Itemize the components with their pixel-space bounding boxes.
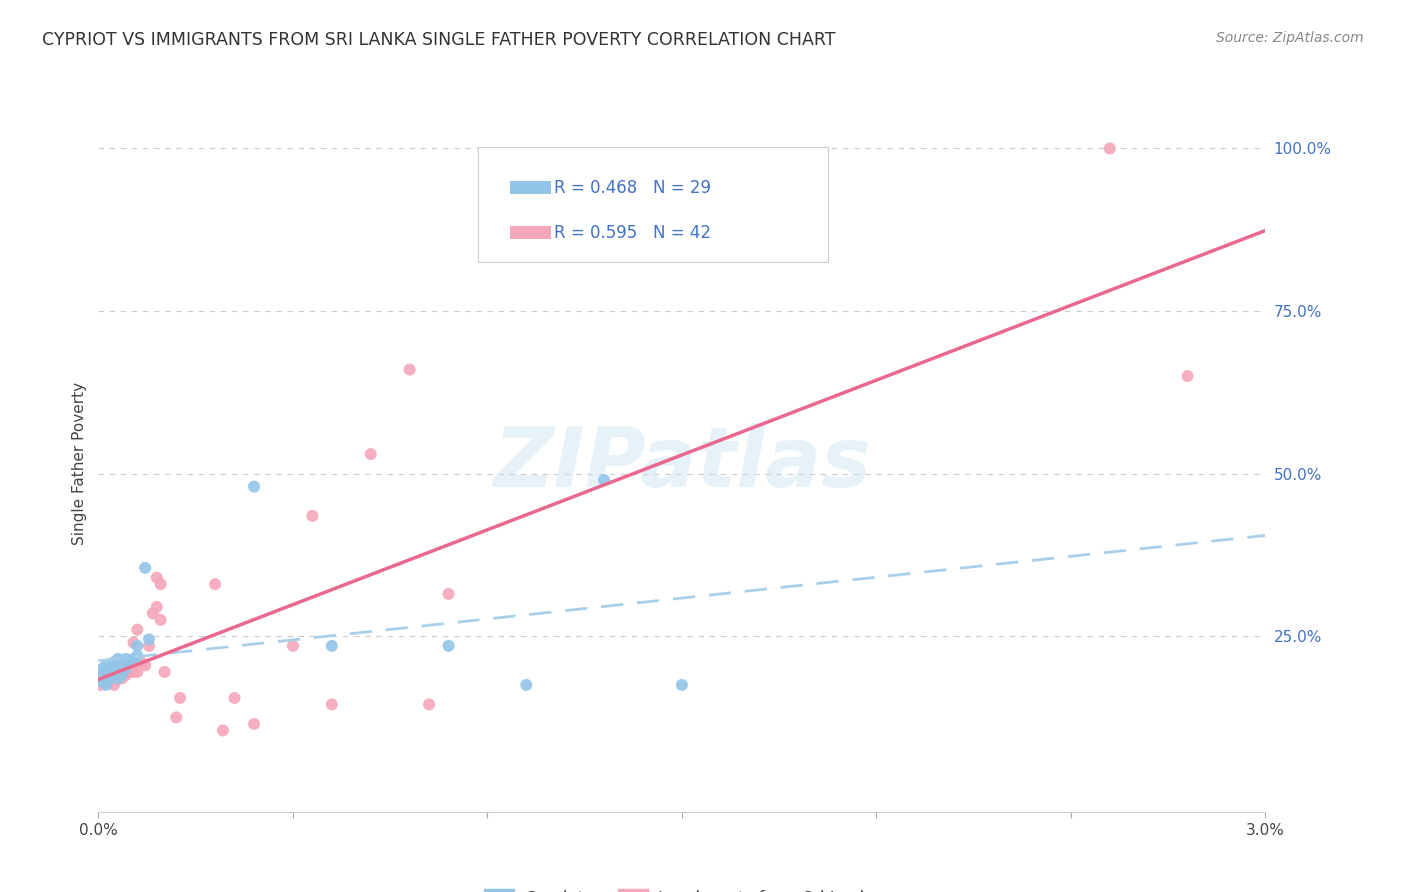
Point <box>142 607 165 621</box>
Point <box>1177 369 1199 384</box>
Text: R = 0.468   N = 29: R = 0.468 N = 29 <box>554 178 710 196</box>
Point <box>418 698 440 712</box>
Point <box>91 672 114 686</box>
Text: Source: ZipAtlas.com: Source: ZipAtlas.com <box>1216 31 1364 45</box>
Point <box>243 480 266 494</box>
Point <box>134 658 156 673</box>
Point <box>91 674 114 689</box>
Point <box>98 672 121 686</box>
Point <box>107 652 129 666</box>
Point <box>281 639 304 653</box>
Point <box>138 632 160 647</box>
Point <box>593 473 616 487</box>
Point <box>204 577 226 591</box>
Text: ZIPatlas: ZIPatlas <box>494 424 870 504</box>
Point <box>111 665 134 679</box>
Point <box>118 655 141 669</box>
Point <box>301 508 323 523</box>
Point <box>165 710 187 724</box>
Point <box>114 668 136 682</box>
Point <box>114 662 136 676</box>
FancyBboxPatch shape <box>478 147 828 262</box>
Point <box>122 635 145 649</box>
Point <box>114 652 136 666</box>
Point <box>118 665 141 679</box>
Point <box>96 658 118 673</box>
Point <box>122 652 145 666</box>
Point <box>146 599 169 614</box>
Point <box>114 658 136 673</box>
Point <box>91 662 114 676</box>
Point <box>437 639 460 653</box>
Point <box>212 723 235 738</box>
Point <box>103 668 125 682</box>
Point <box>96 665 118 679</box>
Legend: Cypriots, Immigrants from Sri Lanka: Cypriots, Immigrants from Sri Lanka <box>478 883 886 892</box>
Point <box>96 668 118 682</box>
Point <box>149 613 172 627</box>
Point <box>111 658 134 673</box>
Point <box>111 668 134 682</box>
Point <box>103 678 125 692</box>
Point <box>127 648 149 663</box>
Point <box>321 639 343 653</box>
Point <box>515 678 537 692</box>
Point <box>103 655 125 669</box>
Point <box>107 672 129 686</box>
Point <box>169 690 191 705</box>
Y-axis label: Single Father Poverty: Single Father Poverty <box>72 383 87 545</box>
Point <box>107 672 129 686</box>
Point <box>138 639 160 653</box>
Point <box>1098 141 1121 155</box>
Point <box>360 447 382 461</box>
Point <box>107 655 129 669</box>
Point <box>149 577 172 591</box>
Text: R = 0.595   N = 42: R = 0.595 N = 42 <box>554 224 710 242</box>
FancyBboxPatch shape <box>510 226 551 239</box>
Point <box>146 571 169 585</box>
Text: CYPRIOT VS IMMIGRANTS FROM SRI LANKA SINGLE FATHER POVERTY CORRELATION CHART: CYPRIOT VS IMMIGRANTS FROM SRI LANKA SIN… <box>42 31 835 49</box>
Point <box>127 665 149 679</box>
Point <box>153 665 176 679</box>
Point <box>107 668 129 682</box>
Point <box>243 717 266 731</box>
Point <box>129 655 152 669</box>
Point <box>122 665 145 679</box>
Point <box>321 698 343 712</box>
Point <box>127 639 149 653</box>
Point <box>98 674 121 689</box>
Point <box>437 587 460 601</box>
Point <box>96 678 118 692</box>
Point <box>103 665 125 679</box>
Point <box>89 678 111 692</box>
Point <box>671 678 693 692</box>
Point <box>127 623 149 637</box>
Point <box>98 665 121 679</box>
Point <box>111 672 134 686</box>
Point <box>98 662 121 676</box>
Point <box>398 362 420 376</box>
FancyBboxPatch shape <box>510 181 551 194</box>
Point <box>224 690 246 705</box>
Point <box>89 668 111 682</box>
Point <box>134 561 156 575</box>
